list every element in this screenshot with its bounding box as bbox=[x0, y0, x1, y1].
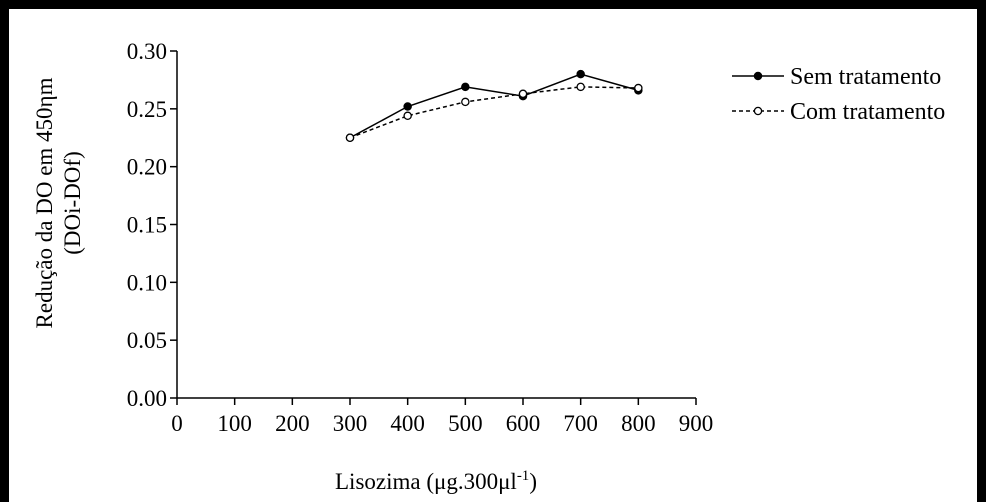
series-group bbox=[345, 69, 643, 142]
legend-marker bbox=[753, 106, 763, 116]
x-axis-label-superscript: -1 bbox=[517, 468, 530, 484]
x-tick-label: 300 bbox=[333, 411, 368, 436]
series-1 bbox=[345, 69, 643, 142]
tick-labels: 0.00 0.05 0.10 0.15 0.20 0.25 0.30 0 100 200 300 40… bbox=[127, 39, 714, 436]
data-point bbox=[576, 82, 585, 92]
legend-marker bbox=[753, 71, 763, 81]
x-tick-label: 800 bbox=[621, 411, 656, 436]
y-tick-label: 0.05 bbox=[127, 328, 167, 353]
axes bbox=[170, 50, 697, 405]
x-axis-label-tail: ) bbox=[529, 469, 537, 494]
x-tick-label: 0 bbox=[171, 411, 183, 436]
data-point bbox=[461, 82, 470, 92]
series-line bbox=[349, 73, 639, 139]
y-tick-label: 0.10 bbox=[127, 270, 167, 295]
x-axis-label: Lisozima (μg.300μl-1) bbox=[335, 468, 537, 494]
data-point bbox=[461, 97, 470, 107]
y-tick-label: 0.00 bbox=[127, 386, 167, 411]
x-axis-label-main: Lisozima (μg.300μl bbox=[335, 469, 517, 494]
y-tick-label: 0.15 bbox=[127, 213, 167, 238]
x-tick-label: 500 bbox=[448, 411, 483, 436]
legend-item: Sem tratamento bbox=[732, 64, 941, 90]
data-point bbox=[518, 89, 528, 99]
y-axis-label: Redução da DO em 450ηm bbox=[32, 77, 57, 328]
y-tick-label: 0.30 bbox=[127, 39, 167, 64]
series-line bbox=[349, 86, 639, 139]
legend-label: Sem tratamento bbox=[790, 64, 941, 90]
data-point bbox=[634, 83, 643, 93]
x-tick-label: 700 bbox=[563, 411, 598, 436]
x-tick-label: 100 bbox=[217, 411, 252, 436]
y-axis-label-2: (DOi-DOf) bbox=[60, 151, 85, 254]
data-point bbox=[576, 69, 585, 79]
x-tick-label: 200 bbox=[275, 411, 310, 436]
legend-label: Com tratamento bbox=[790, 99, 945, 125]
data-point bbox=[403, 102, 412, 111]
x-tick-label: 400 bbox=[390, 411, 425, 436]
y-tick-label: 0.25 bbox=[127, 97, 167, 122]
series-2 bbox=[345, 82, 643, 142]
x-tick-label: 600 bbox=[506, 411, 541, 436]
x-tick-label: 900 bbox=[679, 411, 714, 436]
data-point bbox=[345, 133, 355, 142]
data-point bbox=[403, 111, 412, 121]
legend: Sem tratamento Com tratamento bbox=[732, 64, 945, 125]
y-tick-label: 0.20 bbox=[127, 155, 167, 180]
legend-item: Com tratamento bbox=[732, 99, 945, 125]
